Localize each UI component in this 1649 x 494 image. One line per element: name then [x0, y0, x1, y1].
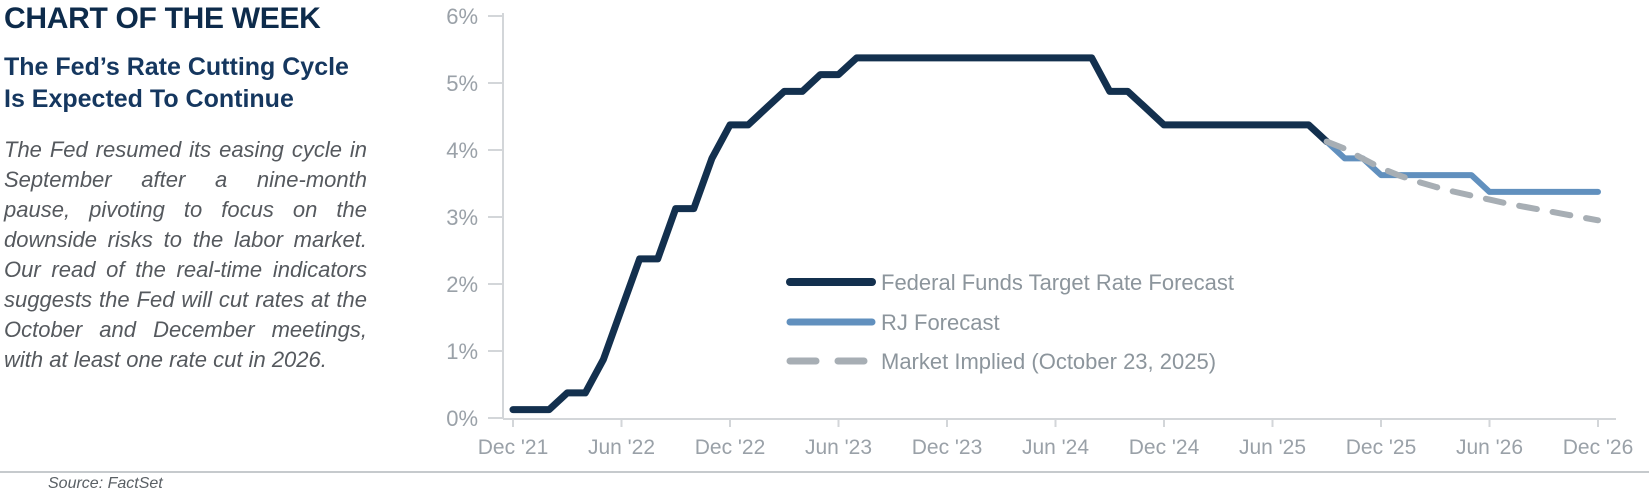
- svg-text:Jun '23: Jun '23: [805, 436, 872, 459]
- svg-text:4%: 4%: [446, 138, 478, 163]
- y-axis: 0% 1% 2% 3% 4% 5% 6%: [446, 4, 504, 431]
- source-note: Source: FactSet: [48, 475, 163, 492]
- svg-text:1%: 1%: [446, 339, 478, 364]
- svg-text:Jun '26: Jun '26: [1456, 436, 1523, 459]
- svg-text:Dec '24: Dec '24: [1129, 436, 1200, 459]
- x-axis: Dec '21 Jun '22 Dec '22 Jun '23 Dec '23 Jun '…: [478, 418, 1634, 459]
- svg-text:Dec '21: Dec '21: [478, 436, 549, 459]
- commentary-text: The Fed resumed its easing cycle in Sept…: [4, 137, 367, 372]
- svg-text:5%: 5%: [446, 71, 478, 96]
- left-panel: CHART OF THE WEEK The Fed’s Rate Cutting…: [4, 2, 396, 375]
- svg-text:Dec '26: Dec '26: [1563, 436, 1634, 459]
- svg-text:Dec '22: Dec '22: [695, 436, 766, 459]
- svg-text:Dec '25: Dec '25: [1346, 436, 1417, 459]
- svg-text:6%: 6%: [446, 4, 478, 29]
- series-line-2: [1323, 138, 1601, 224]
- page-title: CHART OF THE WEEK: [4, 2, 321, 35]
- svg-text:Jun '25: Jun '25: [1239, 436, 1306, 459]
- divider-line: [0, 471, 1649, 473]
- market-implied-legend-label: Market Implied (October 23, 2025): [881, 349, 1216, 374]
- rate-line-chart: 0% 1% 2% 3% 4% 5% 6% Dec '21 Jun '22 Dec '22 Jun …: [446, 4, 1634, 459]
- svg-text:Dec '23: Dec '23: [912, 436, 983, 459]
- series-line-1: [1323, 138, 1601, 195]
- svg-text:Jun '24: Jun '24: [1022, 436, 1089, 459]
- chart-legend: Federal Funds Target Rate Forecast RJ Fo…: [786, 270, 1234, 374]
- series-line-0: [509, 54, 1331, 414]
- chart-series: [509, 54, 1601, 414]
- svg-text:0%: 0%: [446, 406, 478, 431]
- rj-forecast-legend-label: RJ Forecast: [881, 310, 1000, 335]
- svg-text:2%: 2%: [446, 272, 478, 297]
- chart-area: 0% 1% 2% 3% 4% 5% 6% Dec '21 Jun '22 Dec '22 Jun …: [420, 0, 1649, 465]
- fed-line-legend-label: Federal Funds Target Rate Forecast: [881, 270, 1234, 295]
- chart-subtitle: The Fed’s Rate Cutting Cycle Is Expected…: [4, 53, 349, 113]
- svg-text:3%: 3%: [446, 205, 478, 230]
- svg-text:Jun '22: Jun '22: [588, 436, 655, 459]
